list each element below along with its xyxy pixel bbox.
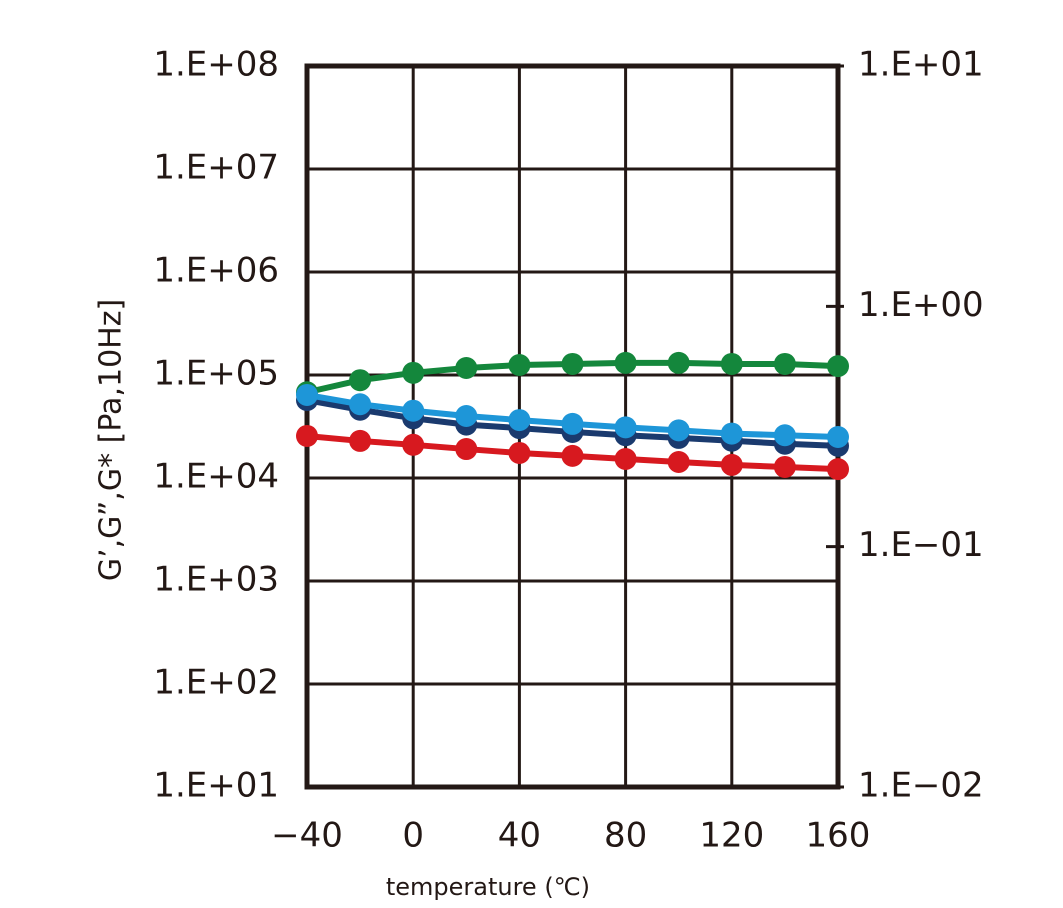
y2-tick-label: 1.E−01 <box>858 525 984 565</box>
data-point <box>296 424 318 447</box>
y-tick-label: 1.E+02 <box>153 663 279 703</box>
data-point <box>508 354 531 377</box>
data-point <box>773 455 796 478</box>
data-point <box>349 429 372 452</box>
data-point <box>827 355 849 378</box>
data-point <box>667 451 690 474</box>
y2-tick-label: 1.E+00 <box>858 285 984 325</box>
data-point <box>720 422 743 445</box>
data-point <box>561 352 584 375</box>
x-tick-label: −40 <box>271 816 343 856</box>
data-point <box>667 419 690 442</box>
y-tick-label: 1.E+05 <box>153 354 279 394</box>
x-tick-label: 120 <box>699 816 764 856</box>
data-point <box>667 351 690 374</box>
data-point <box>773 424 796 447</box>
y-tick-label: 1.E+06 <box>153 251 279 291</box>
data-point <box>455 438 478 461</box>
data-point <box>349 369 372 392</box>
data-point <box>402 361 425 384</box>
y-axis-label: G’,G”,G* [Pa,10Hz] <box>94 299 129 581</box>
y-tick-label: 1.E+03 <box>153 560 279 600</box>
data-point <box>614 416 637 439</box>
data-point <box>455 356 478 379</box>
x-tick-label: 80 <box>604 816 647 856</box>
x-axis-label: temperature (℃) <box>386 873 590 901</box>
data-point <box>827 426 849 449</box>
data-point <box>508 409 531 432</box>
y-tick-label: 1.E+08 <box>153 45 279 85</box>
data-point <box>455 404 478 427</box>
y2-tick-label: 1.E+01 <box>858 45 984 85</box>
data-point <box>349 393 372 416</box>
y-tick-label: 1.E+04 <box>153 457 279 497</box>
data-point <box>402 433 425 456</box>
data-point <box>614 447 637 470</box>
y-tick-label: 1.E+07 <box>153 148 279 188</box>
data-point <box>773 352 796 375</box>
data-point <box>508 441 531 464</box>
x-tick-label: 160 <box>806 816 871 856</box>
data-point <box>561 444 584 467</box>
data-point <box>827 458 849 481</box>
y-tick-label: 1.E+01 <box>153 766 279 806</box>
data-point <box>402 399 425 422</box>
data-point <box>720 352 743 375</box>
x-tick-label: 40 <box>498 816 541 856</box>
x-tick-label: 0 <box>402 816 424 856</box>
data-point <box>296 383 318 406</box>
data-point <box>561 412 584 435</box>
y2-tick-label: 1.E−02 <box>858 766 984 806</box>
data-point <box>720 453 743 476</box>
data-point <box>614 351 637 374</box>
